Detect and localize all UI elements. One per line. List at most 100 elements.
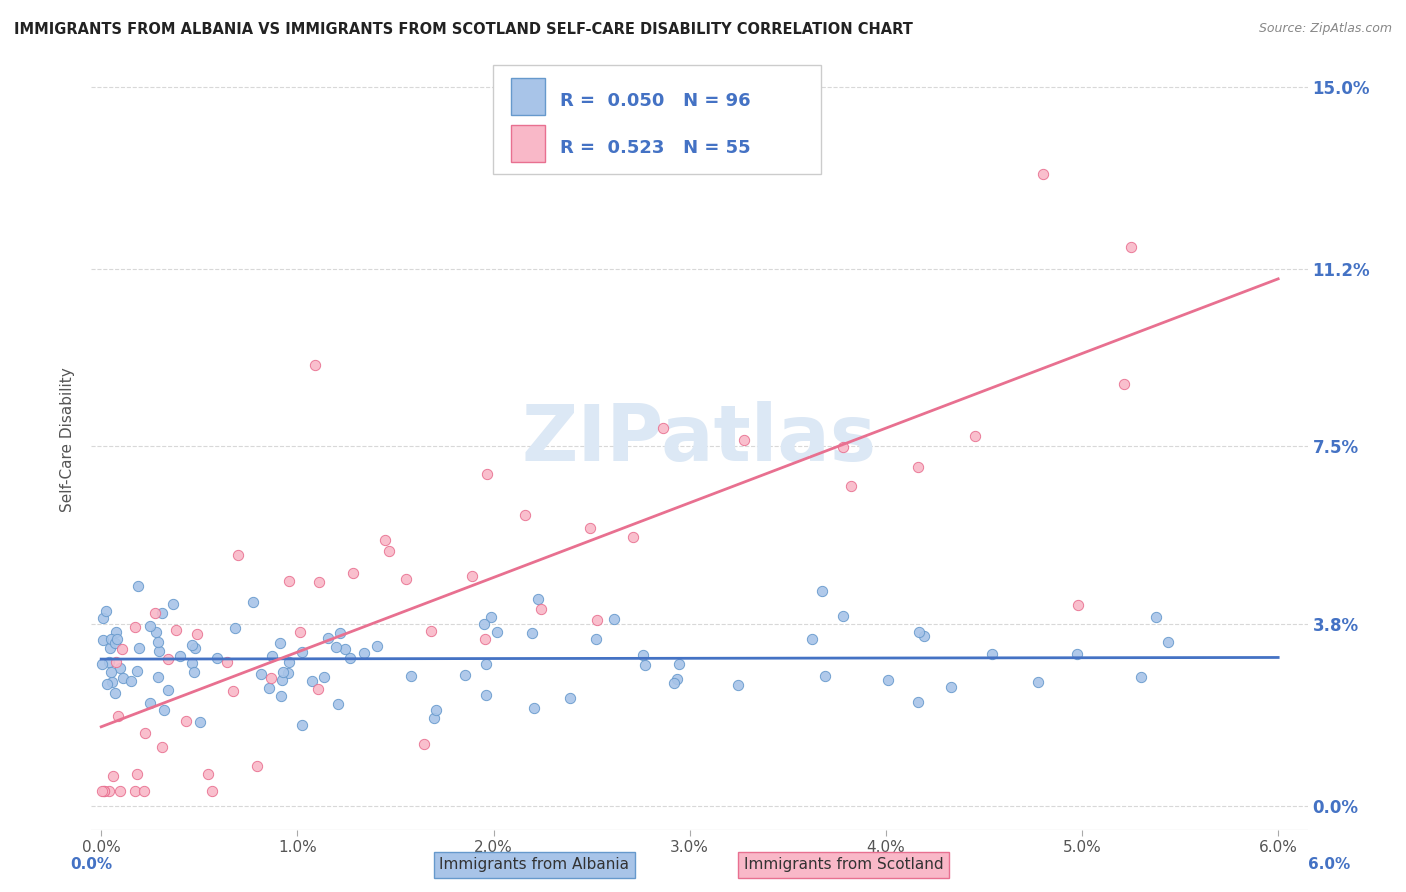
Point — [165, 623, 187, 637]
Point — [271, 673, 294, 688]
Point — [485, 624, 508, 639]
Point — [877, 673, 900, 687]
Point — [520, 626, 543, 640]
Point — [153, 702, 176, 716]
Point — [339, 651, 361, 665]
Point — [250, 667, 273, 681]
Point — [291, 718, 314, 732]
Point — [329, 625, 352, 640]
Point — [260, 671, 283, 685]
Point — [134, 726, 156, 740]
Point — [475, 657, 498, 671]
Point — [242, 594, 264, 608]
Point — [832, 608, 855, 623]
Point — [602, 612, 624, 626]
Point — [111, 642, 134, 657]
Point — [91, 784, 114, 798]
Point — [125, 664, 148, 678]
Point — [93, 784, 115, 798]
Y-axis label: Self-Care Disability: Self-Care Disability — [60, 367, 76, 512]
Point — [621, 530, 644, 544]
Point — [105, 632, 128, 646]
Point — [277, 574, 299, 589]
Point — [301, 674, 323, 689]
Point — [423, 711, 446, 725]
Point — [148, 644, 170, 658]
Point — [150, 607, 173, 621]
Point — [1067, 598, 1090, 612]
Point — [394, 572, 416, 586]
Point — [107, 709, 129, 723]
Point — [810, 583, 832, 598]
Point — [479, 609, 502, 624]
Point — [201, 784, 224, 798]
Point — [399, 669, 422, 683]
Point — [269, 636, 291, 650]
Point — [270, 689, 292, 703]
Point — [530, 602, 553, 616]
Point — [453, 667, 475, 681]
Point — [1121, 240, 1143, 254]
Point — [228, 548, 250, 562]
Point — [1157, 635, 1180, 649]
Point — [111, 671, 134, 685]
Point — [377, 543, 399, 558]
Point — [156, 652, 179, 666]
Point — [184, 641, 207, 656]
Text: R =  0.050   N = 96: R = 0.050 N = 96 — [560, 93, 751, 111]
Text: Immigrants from Scotland: Immigrants from Scotland — [744, 857, 943, 872]
Point — [271, 665, 294, 679]
Point — [124, 619, 146, 633]
Point — [668, 657, 690, 671]
Point — [652, 421, 675, 435]
Point — [181, 656, 204, 670]
Point — [101, 769, 124, 783]
Point — [328, 697, 350, 711]
Point — [120, 673, 142, 688]
Point — [307, 681, 329, 696]
Point — [108, 784, 131, 798]
Point — [150, 739, 173, 754]
Text: R =  0.523   N = 55: R = 0.523 N = 55 — [560, 139, 751, 157]
Point — [222, 684, 245, 698]
Point — [353, 646, 375, 660]
Point — [527, 592, 550, 607]
Point — [513, 508, 536, 522]
Point — [97, 655, 120, 669]
FancyBboxPatch shape — [492, 65, 821, 174]
Point — [127, 767, 149, 781]
Point — [132, 784, 155, 798]
Point — [333, 642, 356, 657]
Point — [558, 690, 581, 705]
Point — [128, 641, 150, 656]
Point — [662, 675, 685, 690]
Point — [188, 715, 211, 730]
Point — [907, 459, 929, 474]
Point — [475, 467, 498, 482]
Point — [907, 695, 929, 709]
Point — [733, 434, 755, 448]
Point — [207, 650, 229, 665]
Point — [366, 640, 388, 654]
Point — [631, 648, 654, 662]
Point — [980, 647, 1002, 661]
Point — [1032, 167, 1054, 181]
Point — [124, 784, 146, 798]
Point — [727, 678, 749, 692]
Point — [98, 640, 121, 655]
Point — [174, 714, 197, 728]
Point — [215, 655, 238, 669]
Point — [939, 681, 962, 695]
Point — [100, 632, 122, 647]
Point — [1026, 675, 1049, 690]
Point — [278, 655, 301, 669]
FancyBboxPatch shape — [510, 125, 546, 162]
Text: Source: ZipAtlas.com: Source: ZipAtlas.com — [1258, 22, 1392, 36]
Point — [104, 655, 127, 669]
Point — [634, 657, 657, 672]
Text: ZIPatlas: ZIPatlas — [522, 401, 877, 477]
Point — [288, 624, 311, 639]
Point — [277, 665, 299, 680]
Point — [96, 604, 118, 618]
Point — [96, 677, 118, 691]
